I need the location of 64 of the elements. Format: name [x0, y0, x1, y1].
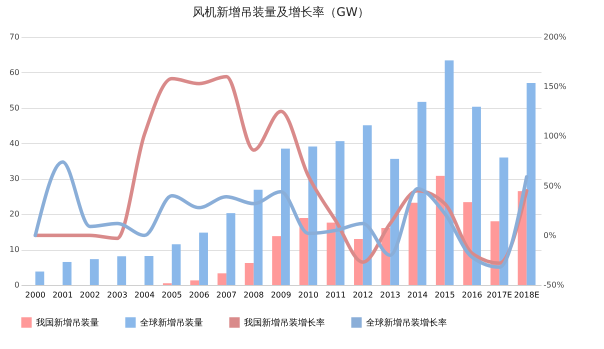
x-tick-label: 2016 — [462, 290, 482, 300]
bar — [526, 83, 536, 285]
x-tick-label: 2014 — [407, 290, 428, 300]
y2-tick-label: -50% — [544, 280, 565, 290]
bar — [362, 125, 372, 285]
y-tick-label: 20 — [9, 210, 20, 219]
x-tick-label: 2018E — [514, 290, 540, 300]
legend-label: 全球新增吊装量 — [140, 318, 203, 329]
bar — [226, 213, 236, 285]
x-tick-label: 2012 — [352, 290, 374, 300]
line-series — [34, 74, 528, 265]
line-series — [34, 160, 528, 269]
x-tick-label: 2007 — [216, 290, 237, 300]
bar — [244, 263, 254, 285]
bar — [436, 176, 445, 285]
bar — [336, 141, 344, 285]
legend-label: 我国新增吊装量 — [36, 318, 99, 329]
bar — [199, 232, 208, 285]
x-tick-label: 2000 — [25, 290, 46, 300]
bar — [299, 218, 308, 285]
x-tick-label: 2002 — [80, 290, 100, 300]
y2-tick-label: 0% — [544, 230, 557, 240]
bar — [218, 273, 226, 285]
bar — [190, 280, 200, 285]
x-tick-label: 2013 — [380, 290, 400, 300]
bar — [417, 102, 426, 285]
bar — [90, 259, 99, 285]
y2-tick-label: 150% — [544, 82, 567, 92]
y-tick-label: 0 — [14, 280, 20, 290]
bar — [272, 236, 281, 285]
x-tick-label: 2005 — [162, 290, 182, 300]
bar — [62, 262, 72, 285]
x-tick-label: 2009 — [270, 290, 292, 300]
y2-tick-label: 50% — [544, 181, 562, 190]
x-tick-label: 2008 — [244, 290, 264, 300]
y2-tick-label: 100% — [544, 132, 567, 141]
bar — [254, 190, 263, 285]
y-tick-label: 60 — [9, 68, 20, 77]
bar — [35, 272, 44, 285]
x-tick-label: 2001 — [52, 290, 73, 300]
y-tick-label: 10 — [9, 245, 20, 254]
bar — [444, 60, 454, 285]
x-tick-label: 2015 — [434, 290, 455, 300]
bar — [472, 106, 481, 285]
bar — [117, 256, 126, 285]
x-tick-label: 2017E — [486, 290, 512, 300]
y-tick-label: 50 — [9, 103, 20, 112]
bar — [172, 244, 181, 285]
x-tick-label: 2011 — [325, 290, 346, 300]
legend-label: 全球新增吊装增长率 — [366, 318, 447, 329]
bar — [144, 256, 154, 285]
y2-tick-label: 200% — [544, 32, 567, 42]
x-tick-label: 2004 — [134, 290, 155, 300]
legend-label: 我国新增吊装增长率 — [244, 318, 325, 329]
x-tick-label: 2010 — [298, 290, 318, 300]
y-tick-label: 70 — [9, 32, 20, 42]
bar — [326, 222, 336, 285]
x-tick-label: 2006 — [188, 290, 210, 300]
y-tick-label: 40 — [9, 138, 20, 148]
x-tick-label: 2003 — [107, 290, 128, 300]
bar — [408, 202, 418, 285]
bar — [281, 148, 290, 285]
y-tick-label: 30 — [9, 174, 20, 184]
chart-title: 风机新增吊装量及增长率（GW） — [192, 5, 370, 19]
